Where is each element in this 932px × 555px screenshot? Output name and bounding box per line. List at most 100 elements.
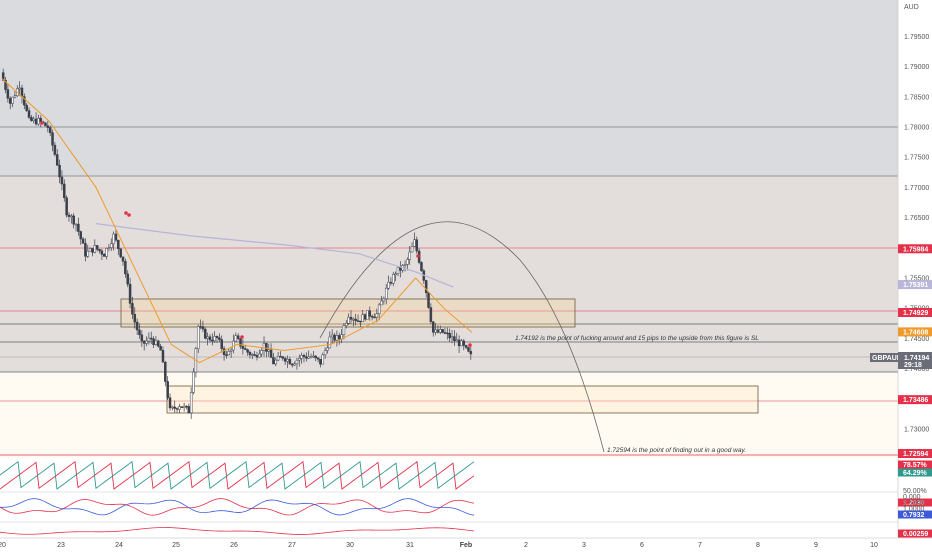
candle-body <box>39 117 43 122</box>
indicator-tick: 1.0000 <box>903 506 925 513</box>
ema-line[interactable] <box>1 78 473 364</box>
candle-body <box>251 354 254 356</box>
candle-body <box>288 359 292 365</box>
indicator-label: 78.57% <box>903 462 928 469</box>
candle-body <box>368 310 372 317</box>
candle-body <box>4 80 7 90</box>
candle-body <box>243 348 247 350</box>
candle-body <box>44 122 47 127</box>
indicator-tick: 50.00% <box>903 488 927 495</box>
indicator-area <box>0 458 898 538</box>
supply-zone[interactable] <box>0 176 898 372</box>
candle-body <box>253 354 256 356</box>
candle-body <box>189 392 193 414</box>
candle-body <box>187 406 191 414</box>
candle-body <box>460 340 463 347</box>
candle-body <box>67 214 71 217</box>
candle-body <box>140 334 144 342</box>
demand-box[interactable] <box>166 385 759 414</box>
last-price-label: 1.74194 <box>904 355 929 362</box>
candle-body <box>356 320 360 322</box>
candle-body <box>8 98 12 104</box>
candle-body <box>182 405 186 408</box>
candle-body <box>70 215 73 218</box>
indicator-tick: 0.000 <box>903 494 921 501</box>
time-scale[interactable] <box>0 538 932 550</box>
candle-body <box>117 239 120 250</box>
ma-line[interactable] <box>95 223 454 288</box>
candle-body <box>159 345 162 351</box>
candle-body <box>392 274 395 284</box>
candle-body <box>363 314 367 320</box>
candle-body <box>95 245 99 250</box>
candle-body <box>168 397 172 409</box>
candle-body <box>387 281 390 289</box>
y-tick-label: 1.79000 <box>904 64 929 71</box>
candle-body <box>58 164 61 178</box>
candle-body <box>283 358 287 362</box>
candle-body <box>84 243 87 257</box>
candle-body <box>424 280 428 294</box>
candle-body <box>133 313 137 323</box>
candle-body <box>427 292 430 308</box>
indicator-labels: 78.57%64.29% 1.2030 0.7932 0.00259 <box>898 460 932 538</box>
candle-body <box>91 248 94 253</box>
candle-body <box>309 356 313 358</box>
candle-body <box>328 336 332 349</box>
indicator-tick: 1.5000 <box>903 500 925 507</box>
signal-marker <box>416 254 420 258</box>
candle-body <box>241 346 245 349</box>
annotation-sl[interactable]: 1.74192 is the point of fucking around a… <box>515 335 759 342</box>
candle-body <box>384 287 388 300</box>
candle-body <box>359 320 362 323</box>
candle-body <box>439 329 442 333</box>
demand-zone[interactable] <box>0 372 898 458</box>
indicator-label: 1.2030 <box>903 500 925 507</box>
candle-body <box>180 406 184 408</box>
price-scale[interactable] <box>898 0 932 538</box>
candle-body <box>260 350 263 355</box>
candle-body <box>314 355 317 359</box>
candle-body <box>147 337 151 342</box>
indicator-label-bg <box>898 529 932 538</box>
candle-body <box>128 283 132 304</box>
annotation-tp[interactable]: 1.72594 is the point of finding out in a… <box>607 447 746 454</box>
indicator-label: 64.29% <box>903 470 928 477</box>
candle-body <box>46 125 50 128</box>
candle-body <box>145 340 148 344</box>
candle-body <box>342 325 346 336</box>
candle-body <box>269 349 273 358</box>
candle-body <box>382 298 386 302</box>
candle-body <box>98 249 101 252</box>
symbol-tag <box>870 353 898 362</box>
candle-body <box>410 246 414 253</box>
candle-body <box>166 381 169 398</box>
candle-body <box>302 355 306 358</box>
indicator-label: 0.00259 <box>903 531 928 538</box>
candle-body <box>436 329 440 333</box>
candle-body <box>225 354 228 356</box>
candle-body <box>63 183 66 198</box>
candle-body <box>434 329 437 333</box>
signal-marker <box>127 213 131 217</box>
candle-body <box>149 337 153 340</box>
candle-body <box>443 332 447 334</box>
x-tick-label: 8 <box>756 542 760 549</box>
candle-body <box>138 329 141 336</box>
candle-body <box>330 334 334 338</box>
candle-body <box>192 371 195 393</box>
candle-body <box>453 336 456 341</box>
candle-body <box>262 342 266 351</box>
candle-body <box>32 118 35 121</box>
candle-body <box>86 250 90 257</box>
price-label-bg <box>898 307 932 317</box>
candle-body <box>347 316 350 324</box>
projection-arc[interactable] <box>319 221 605 453</box>
price-label: 1.74929 <box>903 310 928 317</box>
candle-body <box>293 363 296 366</box>
y-tick-label: 1.76500 <box>904 215 929 222</box>
candle-body <box>276 356 280 361</box>
indicator-label-bg <box>898 468 932 477</box>
oscillator-lines <box>0 460 475 535</box>
